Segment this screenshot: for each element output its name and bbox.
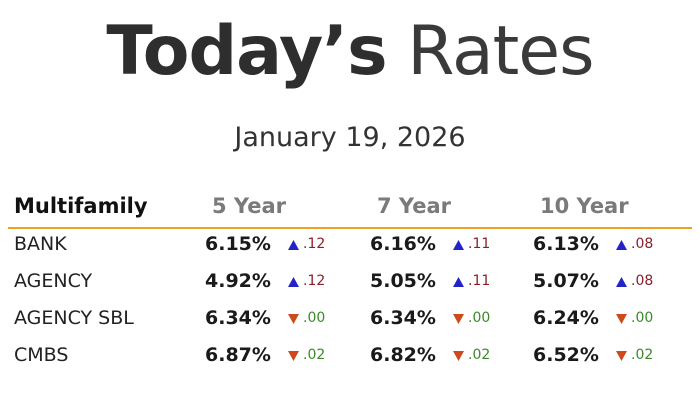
arrow-down (288, 351, 299, 361)
rate: 6.34% (205, 307, 271, 329)
change: .11 (468, 236, 491, 252)
arrow-down (453, 351, 464, 361)
arrow-shape (616, 240, 627, 250)
title: Today’s Rates (0, 12, 700, 91)
change: .11 (468, 273, 491, 289)
arrow-shape (616, 277, 627, 287)
change: .00 (468, 310, 491, 326)
rate: 6.52% (533, 344, 599, 366)
rate: 6.13% (533, 233, 599, 255)
column-header: 5 Year (212, 194, 286, 218)
arrow-shape (453, 314, 464, 324)
rate: 5.07% (533, 270, 599, 292)
arrow-shape (288, 351, 299, 361)
change: .02 (303, 347, 326, 363)
column-header: 10 Year (540, 194, 629, 218)
column-header: 7 Year (377, 194, 451, 218)
arrow-shape (616, 314, 627, 324)
column-header: Multifamily (14, 194, 148, 218)
rate: 5.05% (370, 270, 436, 292)
change: .12 (303, 236, 326, 252)
rate: 6.34% (370, 307, 436, 329)
change: .12 (303, 273, 326, 289)
arrow-down (453, 314, 464, 324)
rate: 6.87% (205, 344, 271, 366)
change: .02 (631, 347, 654, 363)
arrow-shape (288, 314, 299, 324)
arrow-down (616, 351, 627, 361)
arrow-up (453, 277, 464, 287)
rate: 6.15% (205, 233, 271, 255)
arrow-shape (453, 277, 464, 287)
arrow-shape (616, 351, 627, 361)
rate: 6.82% (370, 344, 436, 366)
arrow-up (288, 240, 299, 250)
rate: 6.16% (370, 233, 436, 255)
arrow-shape (453, 351, 464, 361)
row-label: BANK (14, 233, 67, 255)
arrow-down (288, 314, 299, 324)
arrow-down (616, 314, 627, 324)
arrow-up (616, 277, 627, 287)
header-rule (8, 227, 692, 229)
rate: 6.24% (533, 307, 599, 329)
arrow-up (453, 240, 464, 250)
change: .08 (631, 273, 654, 289)
row-label: AGENCY SBL (14, 307, 134, 329)
arrow-up (288, 277, 299, 287)
title-light: Rates (407, 12, 594, 91)
date: January 19, 2026 (234, 122, 466, 153)
arrow-shape (288, 277, 299, 287)
change: .08 (631, 236, 654, 252)
rate: 4.92% (205, 270, 271, 292)
arrow-shape (453, 240, 464, 250)
title-bold: Today’s (106, 12, 387, 91)
change: .00 (631, 310, 654, 326)
arrow-up (616, 240, 627, 250)
row-label: AGENCY (14, 270, 93, 292)
change: .00 (303, 310, 326, 326)
change: .02 (468, 347, 491, 363)
row-label: CMBS (14, 344, 69, 366)
arrow-shape (288, 240, 299, 250)
